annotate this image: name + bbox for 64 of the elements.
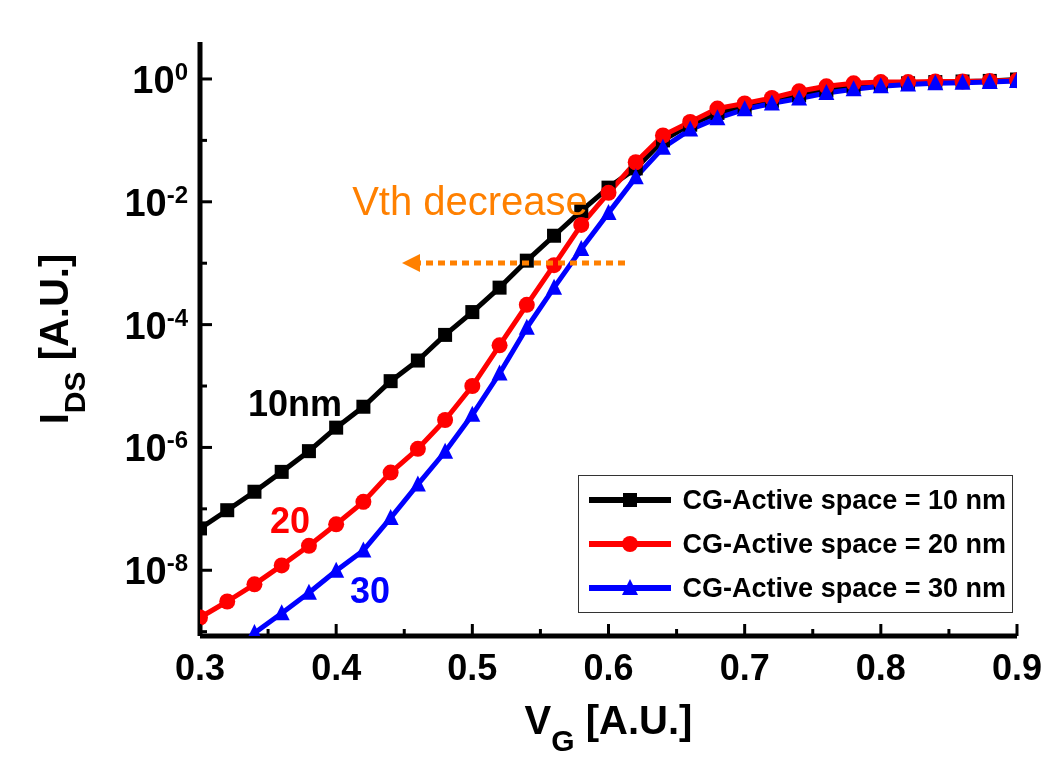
point	[409, 475, 426, 492]
legend-label: CG-Active space = 20 nm	[682, 528, 1006, 560]
point	[220, 503, 235, 518]
y-tick-label: 10$^{-8}$	[124, 548, 188, 593]
point	[627, 154, 644, 171]
point	[246, 576, 263, 593]
point	[329, 420, 344, 435]
point	[491, 364, 508, 381]
point	[546, 278, 563, 295]
point	[355, 493, 372, 510]
x-tick-label: 0.3	[174, 647, 226, 688]
y-tick-label: 10$^{-2}$	[124, 180, 188, 224]
point	[600, 203, 617, 220]
point	[682, 120, 699, 137]
point	[409, 440, 426, 457]
point	[437, 442, 454, 459]
point	[355, 541, 372, 558]
x-tick-label: 0.6	[583, 647, 634, 688]
legend-label: CG-Active space = 10 nm	[682, 484, 1006, 516]
point	[219, 593, 236, 610]
point	[328, 561, 345, 578]
point	[547, 228, 562, 243]
annotation: Vth decrease	[352, 179, 588, 223]
x-tick-label: 0.5	[447, 647, 498, 688]
point	[464, 405, 481, 422]
point	[301, 444, 316, 459]
annotation: 10nm	[247, 383, 343, 424]
point	[328, 516, 345, 533]
point	[654, 127, 671, 144]
point	[300, 537, 317, 554]
x-tick-label: 0.8	[855, 647, 906, 688]
annotation: 30	[349, 570, 391, 611]
point	[627, 168, 644, 185]
point	[573, 216, 590, 233]
point	[492, 280, 507, 295]
x-axis-title: V$_{G}$ [A.U.]	[524, 698, 693, 757]
point	[247, 484, 262, 499]
point	[573, 240, 590, 257]
y-tick-label: 10$^{-4}$	[124, 303, 189, 347]
x-tick-label: 0.4	[311, 647, 362, 688]
point	[383, 374, 398, 389]
point	[382, 464, 399, 481]
point	[654, 138, 671, 155]
point	[464, 378, 481, 395]
y-tick-label: 10$^{0}$	[132, 57, 188, 101]
point	[273, 557, 290, 574]
point	[437, 411, 454, 428]
point	[410, 353, 425, 368]
x-tick-label: 0.9	[991, 647, 1043, 688]
point	[600, 184, 617, 201]
point	[382, 508, 399, 525]
point	[709, 109, 726, 126]
point	[465, 305, 480, 320]
y-tick-label: 10$^{-6}$	[124, 425, 188, 470]
point	[491, 337, 508, 354]
point	[356, 399, 371, 414]
point	[274, 464, 289, 479]
annotation: 20	[269, 500, 311, 541]
point	[518, 318, 535, 335]
legend-label: CG-Active space = 30 nm	[682, 572, 1006, 604]
point	[518, 296, 535, 313]
x-tick-label: 0.7	[719, 647, 770, 688]
point	[273, 604, 290, 621]
point	[438, 327, 453, 342]
